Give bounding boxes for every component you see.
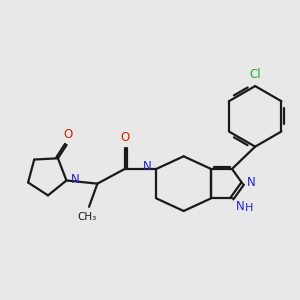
Text: N: N: [236, 200, 245, 213]
Text: O: O: [63, 128, 73, 141]
Text: N: N: [142, 160, 151, 173]
Text: Cl: Cl: [249, 68, 261, 81]
Text: O: O: [120, 131, 129, 144]
Text: CH₃: CH₃: [77, 212, 97, 222]
Text: N: N: [247, 176, 256, 189]
Text: H: H: [244, 202, 253, 213]
Text: N: N: [71, 173, 80, 186]
